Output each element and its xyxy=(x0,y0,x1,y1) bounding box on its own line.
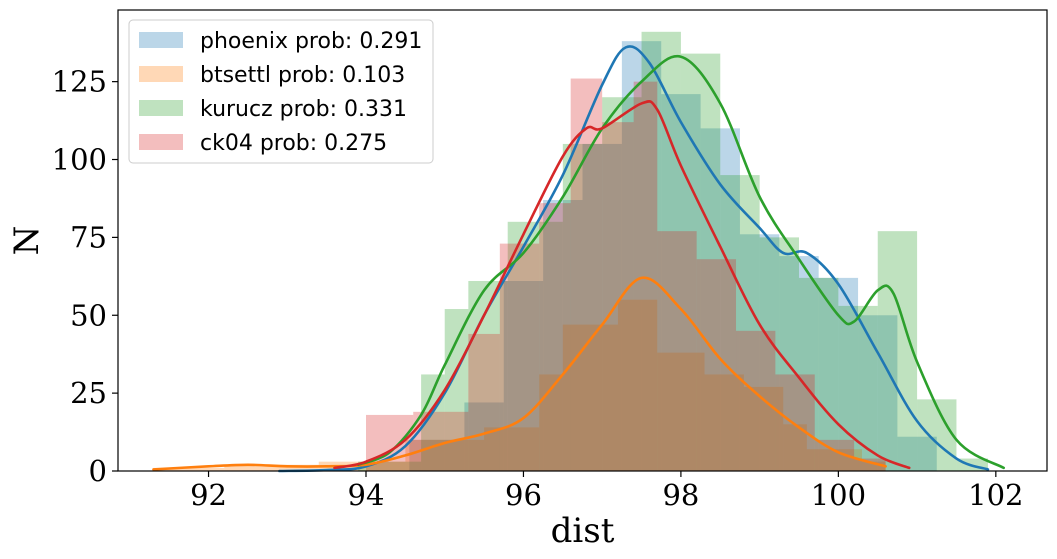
legend-box xyxy=(128,19,434,164)
bar-series-2-14 xyxy=(917,399,957,471)
bar-series-1-12 xyxy=(806,449,862,471)
bar-series-2-12 xyxy=(838,305,878,471)
bar-series-3-13 xyxy=(854,458,886,471)
bar-series-3-10 xyxy=(736,330,776,471)
legend: phoenix prob: 0.291 btsettl prob: 0.103 … xyxy=(128,19,434,164)
bar-series-3-6 xyxy=(602,122,634,471)
legend-swatch-kurucz xyxy=(139,100,183,116)
bar-series-3-2 xyxy=(468,333,500,471)
y-tick-label: 100 xyxy=(52,143,107,177)
bar-series-3-8 xyxy=(657,231,697,471)
legend-swatch-phoenix xyxy=(139,32,183,48)
x-tick-label: 102 xyxy=(968,478,1023,512)
bar-series-3-7 xyxy=(633,81,658,471)
bar-series-3-0 xyxy=(366,414,414,471)
kde-line-series-0 xyxy=(278,45,990,473)
legend-swatch-ck04 xyxy=(139,134,183,150)
legend-label-kurucz: kurucz prob: 0.331 xyxy=(200,97,407,122)
kde-line-series-3 xyxy=(333,100,911,470)
y-tick-label: 50 xyxy=(70,298,107,332)
x-axis-label: dist xyxy=(551,511,615,551)
y-axis-ticks: 0 25 50 75 100 125 xyxy=(52,65,118,488)
bar-series-2-4 xyxy=(507,221,563,471)
bar-series-1-4 xyxy=(484,427,540,471)
x-tick-label: 96 xyxy=(505,478,542,512)
bar-series-2-6 xyxy=(602,97,642,471)
legend-label-ck04: ck04 prob: 0.275 xyxy=(200,131,387,156)
x-tick-label: 100 xyxy=(811,478,866,512)
bar-series-1-7 xyxy=(617,299,658,471)
bar-series-2-3 xyxy=(468,280,508,471)
legend-swatch-btsettl xyxy=(139,66,183,82)
bar-series-1-13 xyxy=(861,461,886,471)
y-tick-label: 0 xyxy=(89,454,107,488)
bar-series-3-3 xyxy=(499,243,540,471)
bar-series-2-8 xyxy=(680,53,721,472)
bar-series-2-13 xyxy=(877,231,918,471)
y-tick-label: 75 xyxy=(70,220,107,254)
x-tick-label: 94 xyxy=(348,478,385,512)
bar-series-2-5 xyxy=(562,143,603,471)
bar-series-0-6 xyxy=(661,94,701,471)
y-tick-label: 125 xyxy=(52,65,107,99)
bar-group-series-2 xyxy=(358,31,988,472)
y-axis-label: N xyxy=(7,226,47,256)
bar-series-1-1 xyxy=(224,464,319,471)
bar-group-series-1 xyxy=(153,299,886,471)
kde-line-series-1 xyxy=(152,276,887,471)
histogram-bars xyxy=(153,31,988,472)
bar-series-0-5 xyxy=(621,41,662,472)
x-axis-ticks: 92 94 96 98 100 102 xyxy=(190,471,1024,512)
bar-series-1-11 xyxy=(783,424,807,471)
bar-series-2-0 xyxy=(358,461,422,471)
bar-series-1-8 xyxy=(657,352,705,471)
bar-group-series-3 xyxy=(366,78,886,471)
bar-series-1-6 xyxy=(562,324,618,471)
legend-label-phoenix: phoenix prob: 0.291 xyxy=(200,29,422,54)
bar-series-0-2 xyxy=(503,280,544,471)
x-tick-label: 92 xyxy=(190,478,227,512)
bar-series-2-2 xyxy=(444,309,469,471)
bar-series-1-5 xyxy=(539,374,563,471)
bar-series-2-7 xyxy=(641,31,681,472)
kde-curves xyxy=(152,45,1005,473)
plot-area-frame xyxy=(117,9,1048,472)
bar-series-2-11 xyxy=(799,277,839,471)
bar-series-3-4 xyxy=(539,203,571,471)
bar-series-1-0 xyxy=(153,467,225,471)
bar-series-1-9 xyxy=(704,374,744,471)
bar-series-1-3 xyxy=(405,439,485,471)
y-tick-label: 25 xyxy=(70,376,107,410)
kde-line-series-2 xyxy=(356,54,1005,470)
bar-series-0-3 xyxy=(543,200,583,471)
bar-series-2-9 xyxy=(720,175,760,471)
bar-series-3-9 xyxy=(696,259,737,471)
bar-series-0-10 xyxy=(818,277,859,471)
bar-series-0-8 xyxy=(739,234,780,471)
x-tick-label: 98 xyxy=(662,478,699,512)
legend-label-btsettl: btsettl prob: 0.103 xyxy=(200,63,405,88)
